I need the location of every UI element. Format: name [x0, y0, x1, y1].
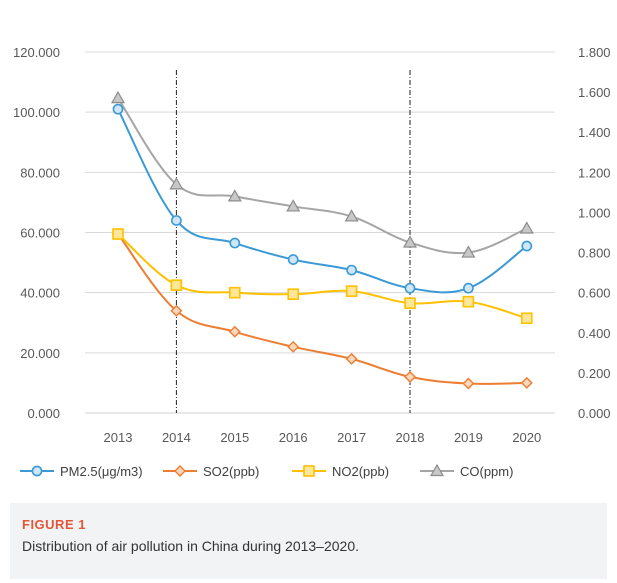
- x-tick-label: 2018: [396, 430, 425, 445]
- data-point: [169, 177, 184, 190]
- data-point: [228, 325, 241, 338]
- data-point: [521, 240, 533, 252]
- right-tick-label: 0.400: [578, 326, 611, 341]
- x-tick-label: 2013: [104, 430, 133, 445]
- data-point: [112, 103, 124, 115]
- series-0: [112, 103, 533, 294]
- left-tick-label: 80.000: [20, 165, 60, 180]
- legend-item: PM2.5(μg/m3): [20, 464, 143, 479]
- data-point: [112, 228, 124, 240]
- right-axis-ticks: 0.000 0.200 0.400 0.600 0.800 1.000 1.200 1.400…: [578, 45, 611, 421]
- legend-item: SO2(ppb): [163, 464, 259, 479]
- data-point: [461, 245, 476, 258]
- data-point: [345, 352, 358, 365]
- data-point: [345, 285, 358, 297]
- series-line: [117, 97, 528, 255]
- reference-lines: [175, 70, 411, 413]
- legend-item: NO2(ppb): [292, 464, 389, 479]
- right-tick-label: 0.600: [578, 286, 611, 301]
- caption-text: Distribution of air pollution in China d…: [22, 538, 359, 554]
- left-tick-label: 40.000: [20, 286, 60, 301]
- right-tick-label: 0.200: [578, 366, 611, 381]
- x-tick-label: 2020: [512, 430, 541, 445]
- right-tick-label: 0.800: [578, 246, 611, 261]
- right-tick-label: 1.200: [578, 165, 611, 180]
- series-3: [110, 90, 534, 258]
- data-point: [286, 199, 301, 212]
- series-lines: [110, 90, 534, 390]
- chart-canvas: 0.000 20.000 40.000 60.000 80.000 100.000 120.…: [13, 45, 611, 479]
- left-axis-ticks: 0.000 20.000 40.000 60.000 80.000 100.000 120.…: [13, 45, 60, 421]
- left-tick-label: 100.000: [13, 105, 60, 120]
- series-1: [112, 228, 533, 390]
- data-point: [227, 189, 242, 202]
- data-point: [462, 377, 475, 390]
- data-point: [110, 90, 126, 104]
- data-point: [519, 221, 534, 234]
- caption-label: FIGURE 1: [22, 517, 86, 532]
- legend-marker: [31, 465, 43, 477]
- legend-label: NO2(ppb): [332, 464, 389, 479]
- data-point: [404, 297, 416, 309]
- data-point: [170, 215, 182, 226]
- grid-lines: [85, 51, 555, 414]
- left-tick-label: 120.000: [13, 45, 60, 60]
- legend-label: SO2(ppb): [203, 464, 259, 479]
- data-point: [344, 209, 359, 222]
- legend-label: PM2.5(μg/m3): [60, 464, 143, 479]
- data-point: [346, 264, 357, 276]
- data-point: [520, 376, 533, 389]
- legend-item: CO(ppm): [420, 463, 513, 479]
- data-point: [402, 235, 418, 248]
- series-2: [112, 228, 533, 325]
- data-point: [229, 286, 241, 299]
- right-tick-label: 0.000: [578, 406, 611, 421]
- x-tick-label: 2016: [279, 430, 308, 445]
- data-point: [520, 312, 533, 325]
- data-point: [462, 295, 475, 308]
- right-tick-label: 1.600: [578, 85, 611, 100]
- left-tick-label: 60.000: [20, 226, 60, 241]
- data-point: [170, 304, 183, 317]
- data-point: [170, 279, 183, 291]
- chart: 0.000 20.000 40.000 60.000 80.000 100.000 120.…: [13, 45, 611, 479]
- legend-marker: [303, 465, 315, 477]
- right-tick-label: 1.000: [578, 205, 611, 220]
- x-tick-label: 2014: [162, 430, 191, 445]
- data-point: [404, 282, 416, 294]
- legend-marker: [429, 463, 445, 477]
- legend-label: CO(ppm): [460, 464, 513, 479]
- data-point: [287, 288, 300, 300]
- data-point: [229, 237, 241, 249]
- left-tick-label: 20.000: [20, 346, 60, 361]
- data-point: [462, 282, 474, 294]
- x-tick-label: 2017: [337, 430, 366, 445]
- legend: PM2.5(μg/m3) SO2(ppb) NO2(ppb) CO(ppm): [20, 463, 513, 479]
- data-point: [287, 254, 299, 265]
- data-point: [404, 370, 416, 383]
- right-tick-label: 1.800: [578, 45, 611, 60]
- x-tick-label: 2019: [454, 430, 483, 445]
- figure-caption: FIGURE 1 Distribution of air pollution i…: [10, 503, 607, 579]
- x-tick-label: 2015: [220, 430, 249, 445]
- series-line: [117, 108, 528, 294]
- left-tick-label: 0.000: [27, 406, 60, 421]
- x-axis-ticks: 2013 2014 2015 2016 2017 2018 2019 2020: [104, 430, 542, 445]
- legend-marker: [174, 465, 186, 477]
- data-point: [287, 340, 300, 353]
- right-tick-label: 1.400: [578, 125, 611, 140]
